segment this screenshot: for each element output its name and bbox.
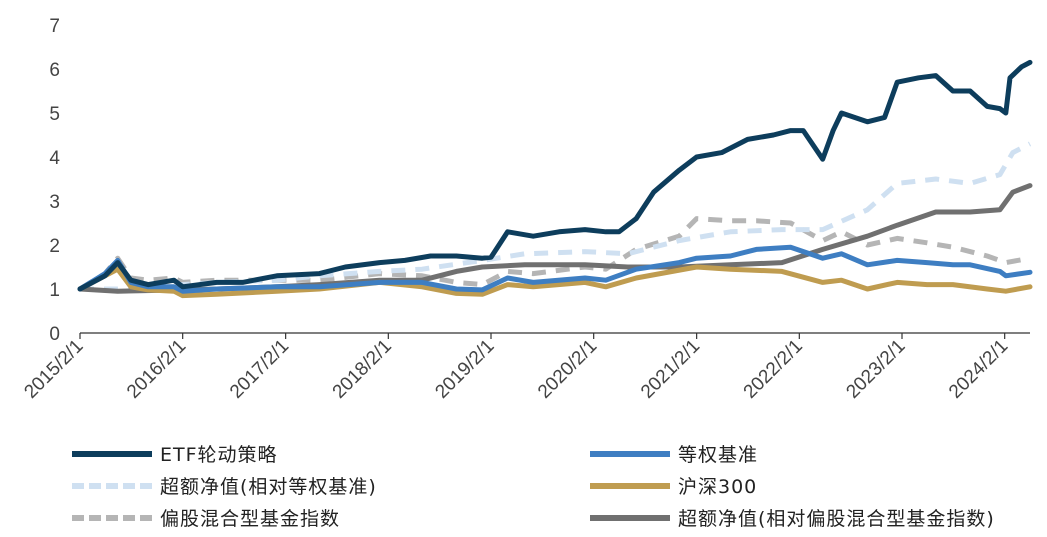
legend-item: ETF轮动策略 xyxy=(72,440,278,467)
legend-swatch xyxy=(590,450,670,457)
y-tick-label: 1 xyxy=(49,280,60,301)
y-tick-label: 0 xyxy=(49,324,60,345)
legend-item: 偏股混合型基金指数 xyxy=(72,504,340,531)
legend-item: 超额净值(相对偏股混合型基金指数) xyxy=(590,504,995,531)
x-tick-label: 2018/2/1 xyxy=(329,336,396,403)
y-tick-label: 5 xyxy=(49,104,60,125)
legend-label: 等权基准 xyxy=(678,444,759,466)
legend-swatch xyxy=(72,514,152,521)
x-tick-label: 2015/2/1 xyxy=(20,336,87,403)
y-tick-label: 3 xyxy=(49,192,60,213)
legend-label: 沪深300 xyxy=(678,476,758,498)
legend-label: 超额净值(相对等权基准) xyxy=(160,476,377,498)
legend-swatch xyxy=(72,482,152,489)
series-line xyxy=(77,244,1033,294)
x-tick-label: 2022/2/1 xyxy=(740,336,807,403)
legend-label: 偏股混合型基金指数 xyxy=(160,508,341,530)
series-group xyxy=(77,59,1033,299)
legend-item: 超额净值(相对等权基准) xyxy=(72,472,377,499)
x-tick-label: 2024/2/1 xyxy=(945,336,1012,403)
x-tick-label: 2021/2/1 xyxy=(637,336,704,403)
series-line xyxy=(77,59,1033,292)
series-line xyxy=(77,183,1033,294)
x-axis: 2015/2/1 2016/2/1 2017/2/1 2018/2/1 2019/2/1… xyxy=(20,332,1030,403)
line-chart: 0 1 2 3 4 5 6 7 2015/2/1 2016/2/1 2017/2/1 2018/2/… xyxy=(20,16,1033,403)
y-tick-label: 2 xyxy=(49,236,60,257)
legend: ETF轮动策略 等权基准超额净值(相对等权基准) 沪深300 偏股混合型基金指数 超额净… xyxy=(0,436,1047,536)
x-tick-label: 2023/2/1 xyxy=(842,336,909,403)
x-tick-label: 2019/2/1 xyxy=(431,336,498,403)
y-axis: 0 1 2 3 4 5 6 7 xyxy=(49,16,60,345)
legend-label: ETF轮动策略 xyxy=(160,444,278,466)
y-tick-label: 6 xyxy=(49,60,60,81)
legend-swatch xyxy=(590,482,670,489)
legend-label: 超额净值(相对偏股混合型基金指数) xyxy=(678,508,995,530)
x-tick-label: 2020/2/1 xyxy=(534,336,601,403)
legend-swatch xyxy=(590,514,670,521)
legend-item: 等权基准 xyxy=(590,440,758,467)
y-tick-label: 7 xyxy=(49,16,60,37)
y-tick-label: 4 xyxy=(49,148,60,169)
legend-swatch xyxy=(72,450,152,457)
x-tick-label: 2016/2/1 xyxy=(123,336,190,403)
legend-item: 沪深300 xyxy=(590,472,757,499)
series-line xyxy=(77,264,1033,299)
x-tick-label: 2017/2/1 xyxy=(226,336,293,403)
